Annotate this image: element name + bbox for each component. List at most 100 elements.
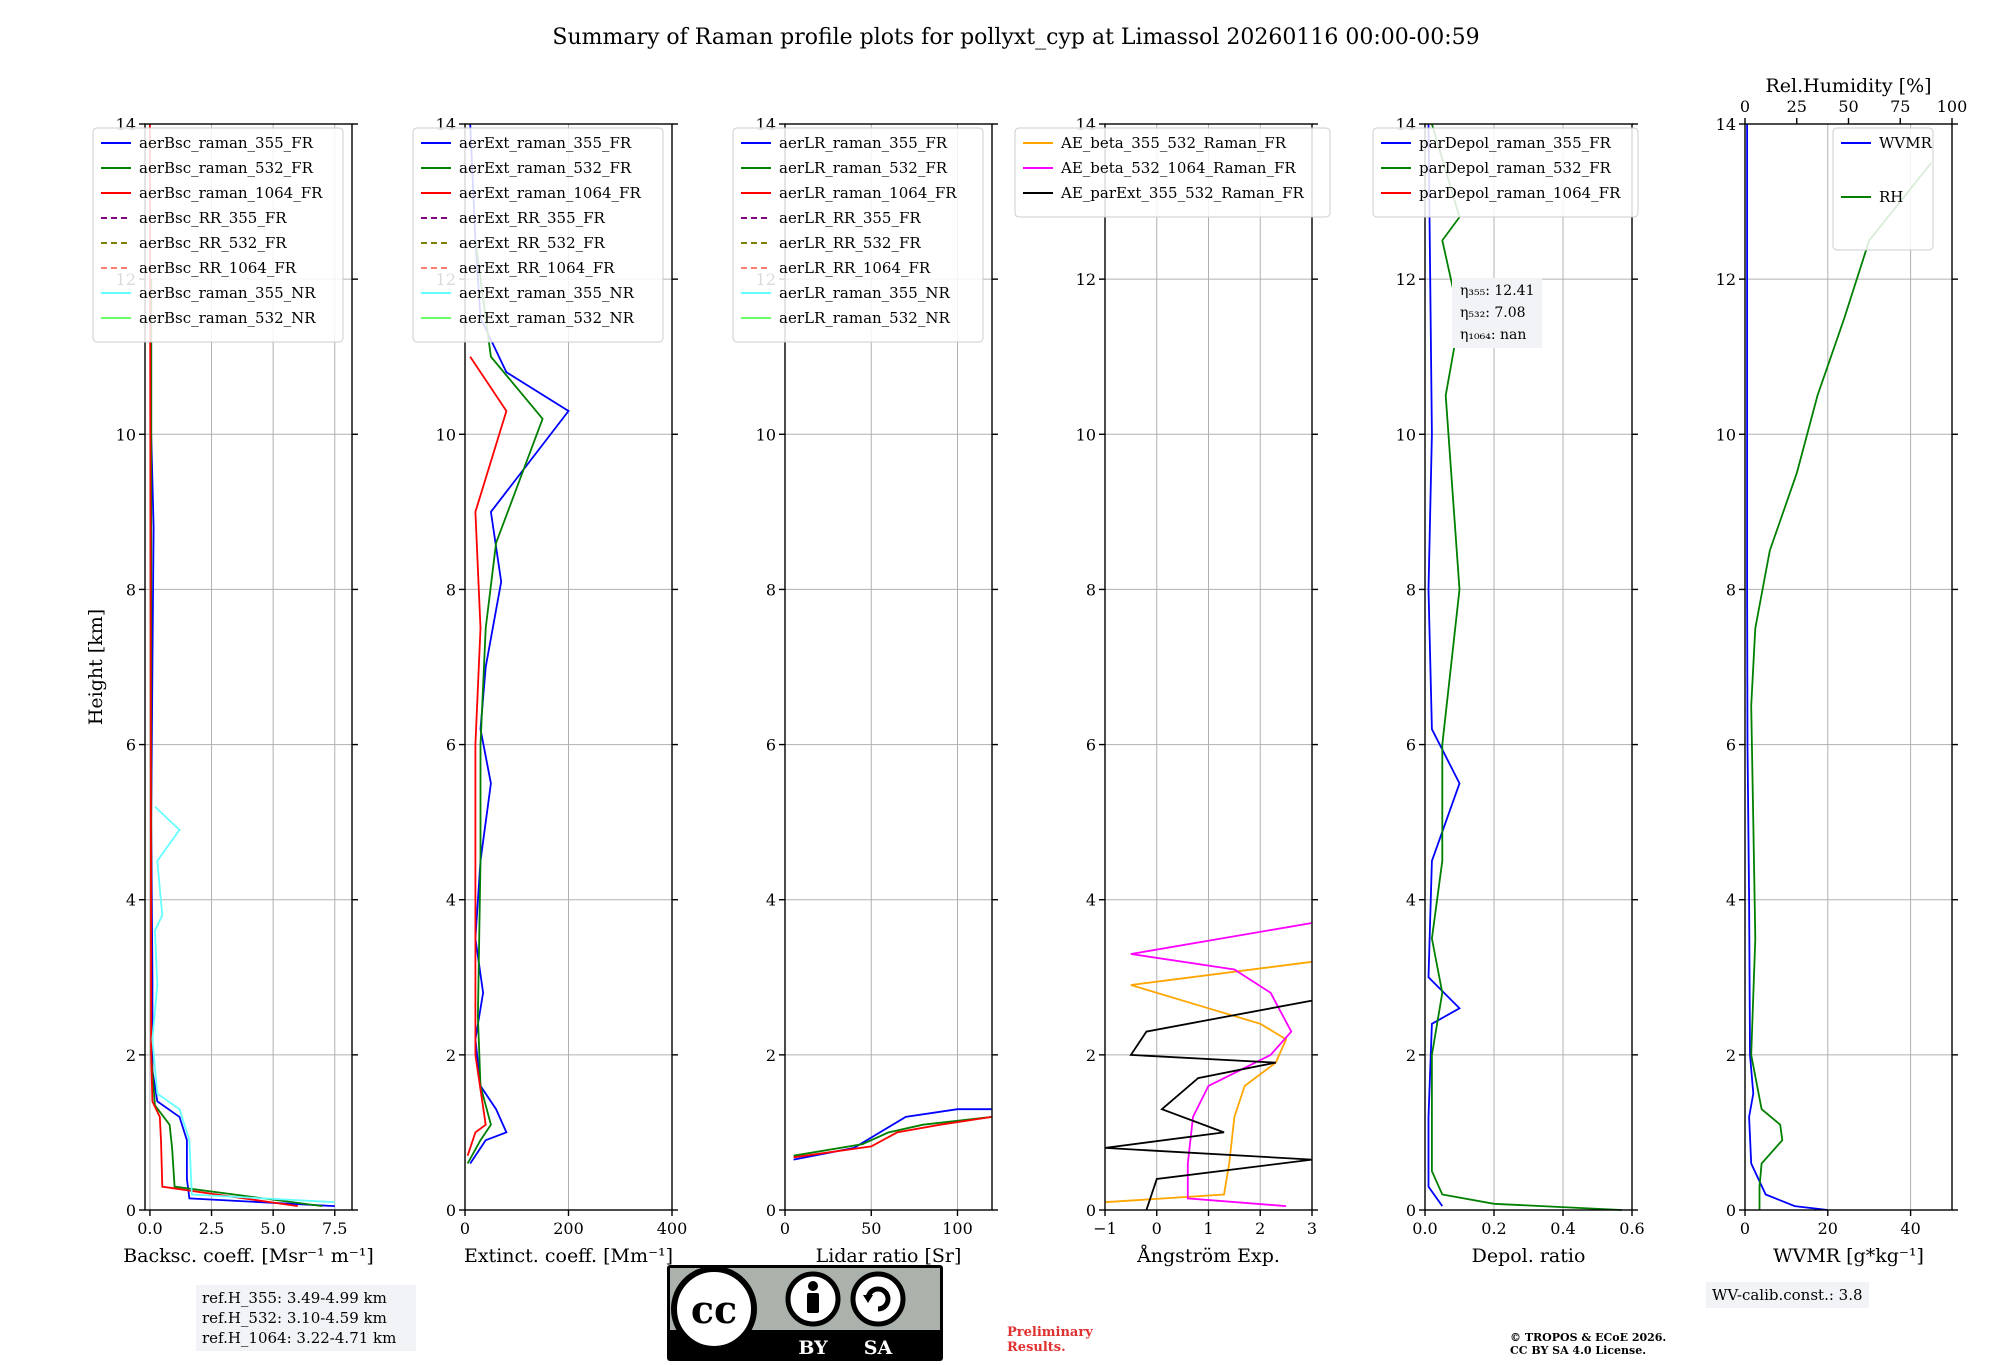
y-tick-label: 4: [766, 891, 776, 910]
legend-entry: aerLR_RR_1064_FR: [779, 259, 931, 277]
y-tick-label: 12: [1076, 270, 1096, 289]
y-tick-label: 2: [1726, 1046, 1736, 1065]
legend-entry: parDepol_raman_1064_FR: [1419, 184, 1621, 202]
x-tick-label: 200: [553, 1219, 584, 1238]
legend-entry: aerBsc_raman_355_NR: [139, 284, 316, 302]
legend-box: [1014, 127, 1331, 218]
preliminary-note: Preliminary Results.: [1007, 1325, 1093, 1355]
series-line-parDepol_raman_532_FR: [1430, 123, 1622, 1211]
legend-box: [412, 127, 664, 343]
figure-title: Summary of Raman profile plots for polly…: [552, 25, 1479, 50]
x-tick-label: −1: [1093, 1219, 1117, 1238]
y-tick-label: 12: [1716, 270, 1736, 289]
by-label: BY: [798, 1337, 828, 1359]
legend-entry: aerExt_raman_1064_FR: [459, 184, 641, 202]
series-line-aerBsc_raman_532_FR: [150, 279, 323, 1207]
series-line-parDepol_raman_355_FR: [1427, 123, 1461, 1207]
y-tick-label: 0: [1086, 1201, 1096, 1220]
x-tick-label: 3: [1307, 1219, 1317, 1238]
x-tick-label: 0: [1152, 1219, 1162, 1238]
legend-entry: aerBsc_raman_532_FR: [139, 159, 314, 177]
legend-entry: aerBsc_raman_355_FR: [139, 134, 314, 152]
legend-entry: aerExt_raman_532_FR: [459, 159, 632, 177]
legend-entry: aerBsc_RR_355_FR: [139, 209, 287, 227]
y-tick-label: 10: [1076, 425, 1096, 444]
legend-entry: aerLR_RR_532_FR: [779, 234, 921, 252]
y-tick-label: 6: [446, 736, 456, 755]
eta-1064: η₁₀₆₄: nan: [1460, 327, 1527, 343]
series-line-aerExt_raman_1064_FR: [466, 356, 508, 1156]
top-x-tick-label: 0: [1740, 97, 1750, 116]
series-line-aerBsc_raman_1064_FR: [148, 123, 298, 1207]
legend-entry: aerLR_RR_355_FR: [779, 209, 921, 227]
x-tick-label: 0: [780, 1219, 790, 1238]
cc-logo-text: cc: [691, 1287, 737, 1332]
legend-entry: aerExt_RR_355_FR: [459, 209, 606, 227]
legend-box: [1832, 127, 1934, 251]
x-tick-label: 5.0: [260, 1219, 285, 1238]
legend-entry: aerExt_RR_1064_FR: [459, 259, 615, 277]
series-line-aerLR_raman_1064_FR: [793, 1116, 993, 1159]
legend-box: [92, 127, 344, 343]
ref-height-355: ref.H_355: 3.49-4.99 km: [202, 1289, 387, 1307]
y-tick-label: 10: [1716, 425, 1736, 444]
y-tick-label: 0: [766, 1201, 776, 1220]
legend-entry: AE_parExt_355_532_Raman_FR: [1060, 184, 1305, 202]
axes-frame: [784, 123, 993, 1211]
y-tick-label: 12: [1396, 270, 1416, 289]
copyright-line-1: © TROPOS & ECoE 2026.: [1510, 1331, 1667, 1344]
y-tick-label: 6: [766, 736, 776, 755]
series-line-aerBsc_raman_355_NR: [151, 805, 335, 1204]
top-x-axis-label: Rel.Humidity [%]: [1765, 75, 1931, 97]
y-tick-label: 10: [756, 425, 776, 444]
x-tick-label: 1: [1203, 1219, 1213, 1238]
legend-entry: aerBsc_RR_532_FR: [139, 234, 287, 252]
y-tick-label: 4: [1086, 891, 1096, 910]
legend-entry: aerExt_raman_355_FR: [459, 134, 632, 152]
series-line-aerExt_raman_355_FR: [469, 123, 570, 1164]
axes-frame: [1424, 123, 1633, 1211]
x-axis-label: Backsc. coeff. [Msr⁻¹ m⁻¹]: [123, 1245, 374, 1267]
legend-entry: aerExt_RR_532_FR: [459, 234, 606, 252]
copyright-line-2: CC BY SA 4.0 License.: [1510, 1344, 1647, 1357]
y-tick-label: 0: [126, 1201, 136, 1220]
series-line-aerLR_raman_532_FR: [793, 1116, 993, 1157]
x-tick-label: 0.0: [1412, 1219, 1437, 1238]
legend-entry: AE_beta_355_532_Raman_FR: [1060, 134, 1287, 152]
axes-frame: [144, 123, 353, 1211]
legend-entry: parDepol_raman_355_FR: [1419, 134, 1612, 152]
legend-entry: aerBsc_raman_532_NR: [139, 309, 316, 327]
x-tick-label: 0.0: [137, 1219, 162, 1238]
y-tick-label: 6: [1086, 736, 1096, 755]
legend-entry: aerExt_raman_355_NR: [459, 284, 635, 302]
y-tick-label: 2: [1406, 1046, 1416, 1065]
legend-entry: aerLR_raman_1064_FR: [779, 184, 957, 202]
axes-frame: [1744, 123, 1953, 1211]
legend-entry: aerLR_raman_532_FR: [779, 159, 948, 177]
legend-box: [1372, 127, 1639, 218]
y-tick-label: 2: [1086, 1046, 1096, 1065]
legend-entry: WVMR: [1879, 134, 1933, 152]
y-tick-label: 10: [116, 425, 136, 444]
x-tick-label: 0.6: [1619, 1219, 1644, 1238]
series-line-aerBsc_raman_355_FR: [150, 279, 335, 1207]
x-tick-label: 7.5: [322, 1219, 347, 1238]
y-tick-label: 8: [766, 580, 776, 599]
legend-entry: AE_beta_532_1064_Raman_FR: [1060, 159, 1296, 177]
x-tick-label: 40: [1900, 1219, 1920, 1238]
y-tick-label: 8: [1726, 580, 1736, 599]
x-axis-label: Lidar ratio [Sr]: [816, 1245, 962, 1267]
eta-355: η₃₅₅: 12.41: [1460, 283, 1535, 299]
y-tick-label: 8: [1406, 580, 1416, 599]
ref-height-box: ref.H_355: 3.49-4.99 km ref.H_532: 3.10-…: [196, 1285, 416, 1351]
y-tick-label: 8: [446, 580, 456, 599]
y-tick-label: 2: [126, 1046, 136, 1065]
y-axis-label: Height [km]: [85, 609, 107, 725]
y-tick-label: 0: [1726, 1201, 1736, 1220]
ref-height-532: ref.H_532: 3.10-4.59 km: [202, 1309, 387, 1327]
sa-label: SA: [864, 1337, 893, 1359]
x-tick-label: 2: [1255, 1219, 1265, 1238]
y-tick-label: 4: [1406, 891, 1416, 910]
y-tick-label: 0: [1406, 1201, 1416, 1220]
